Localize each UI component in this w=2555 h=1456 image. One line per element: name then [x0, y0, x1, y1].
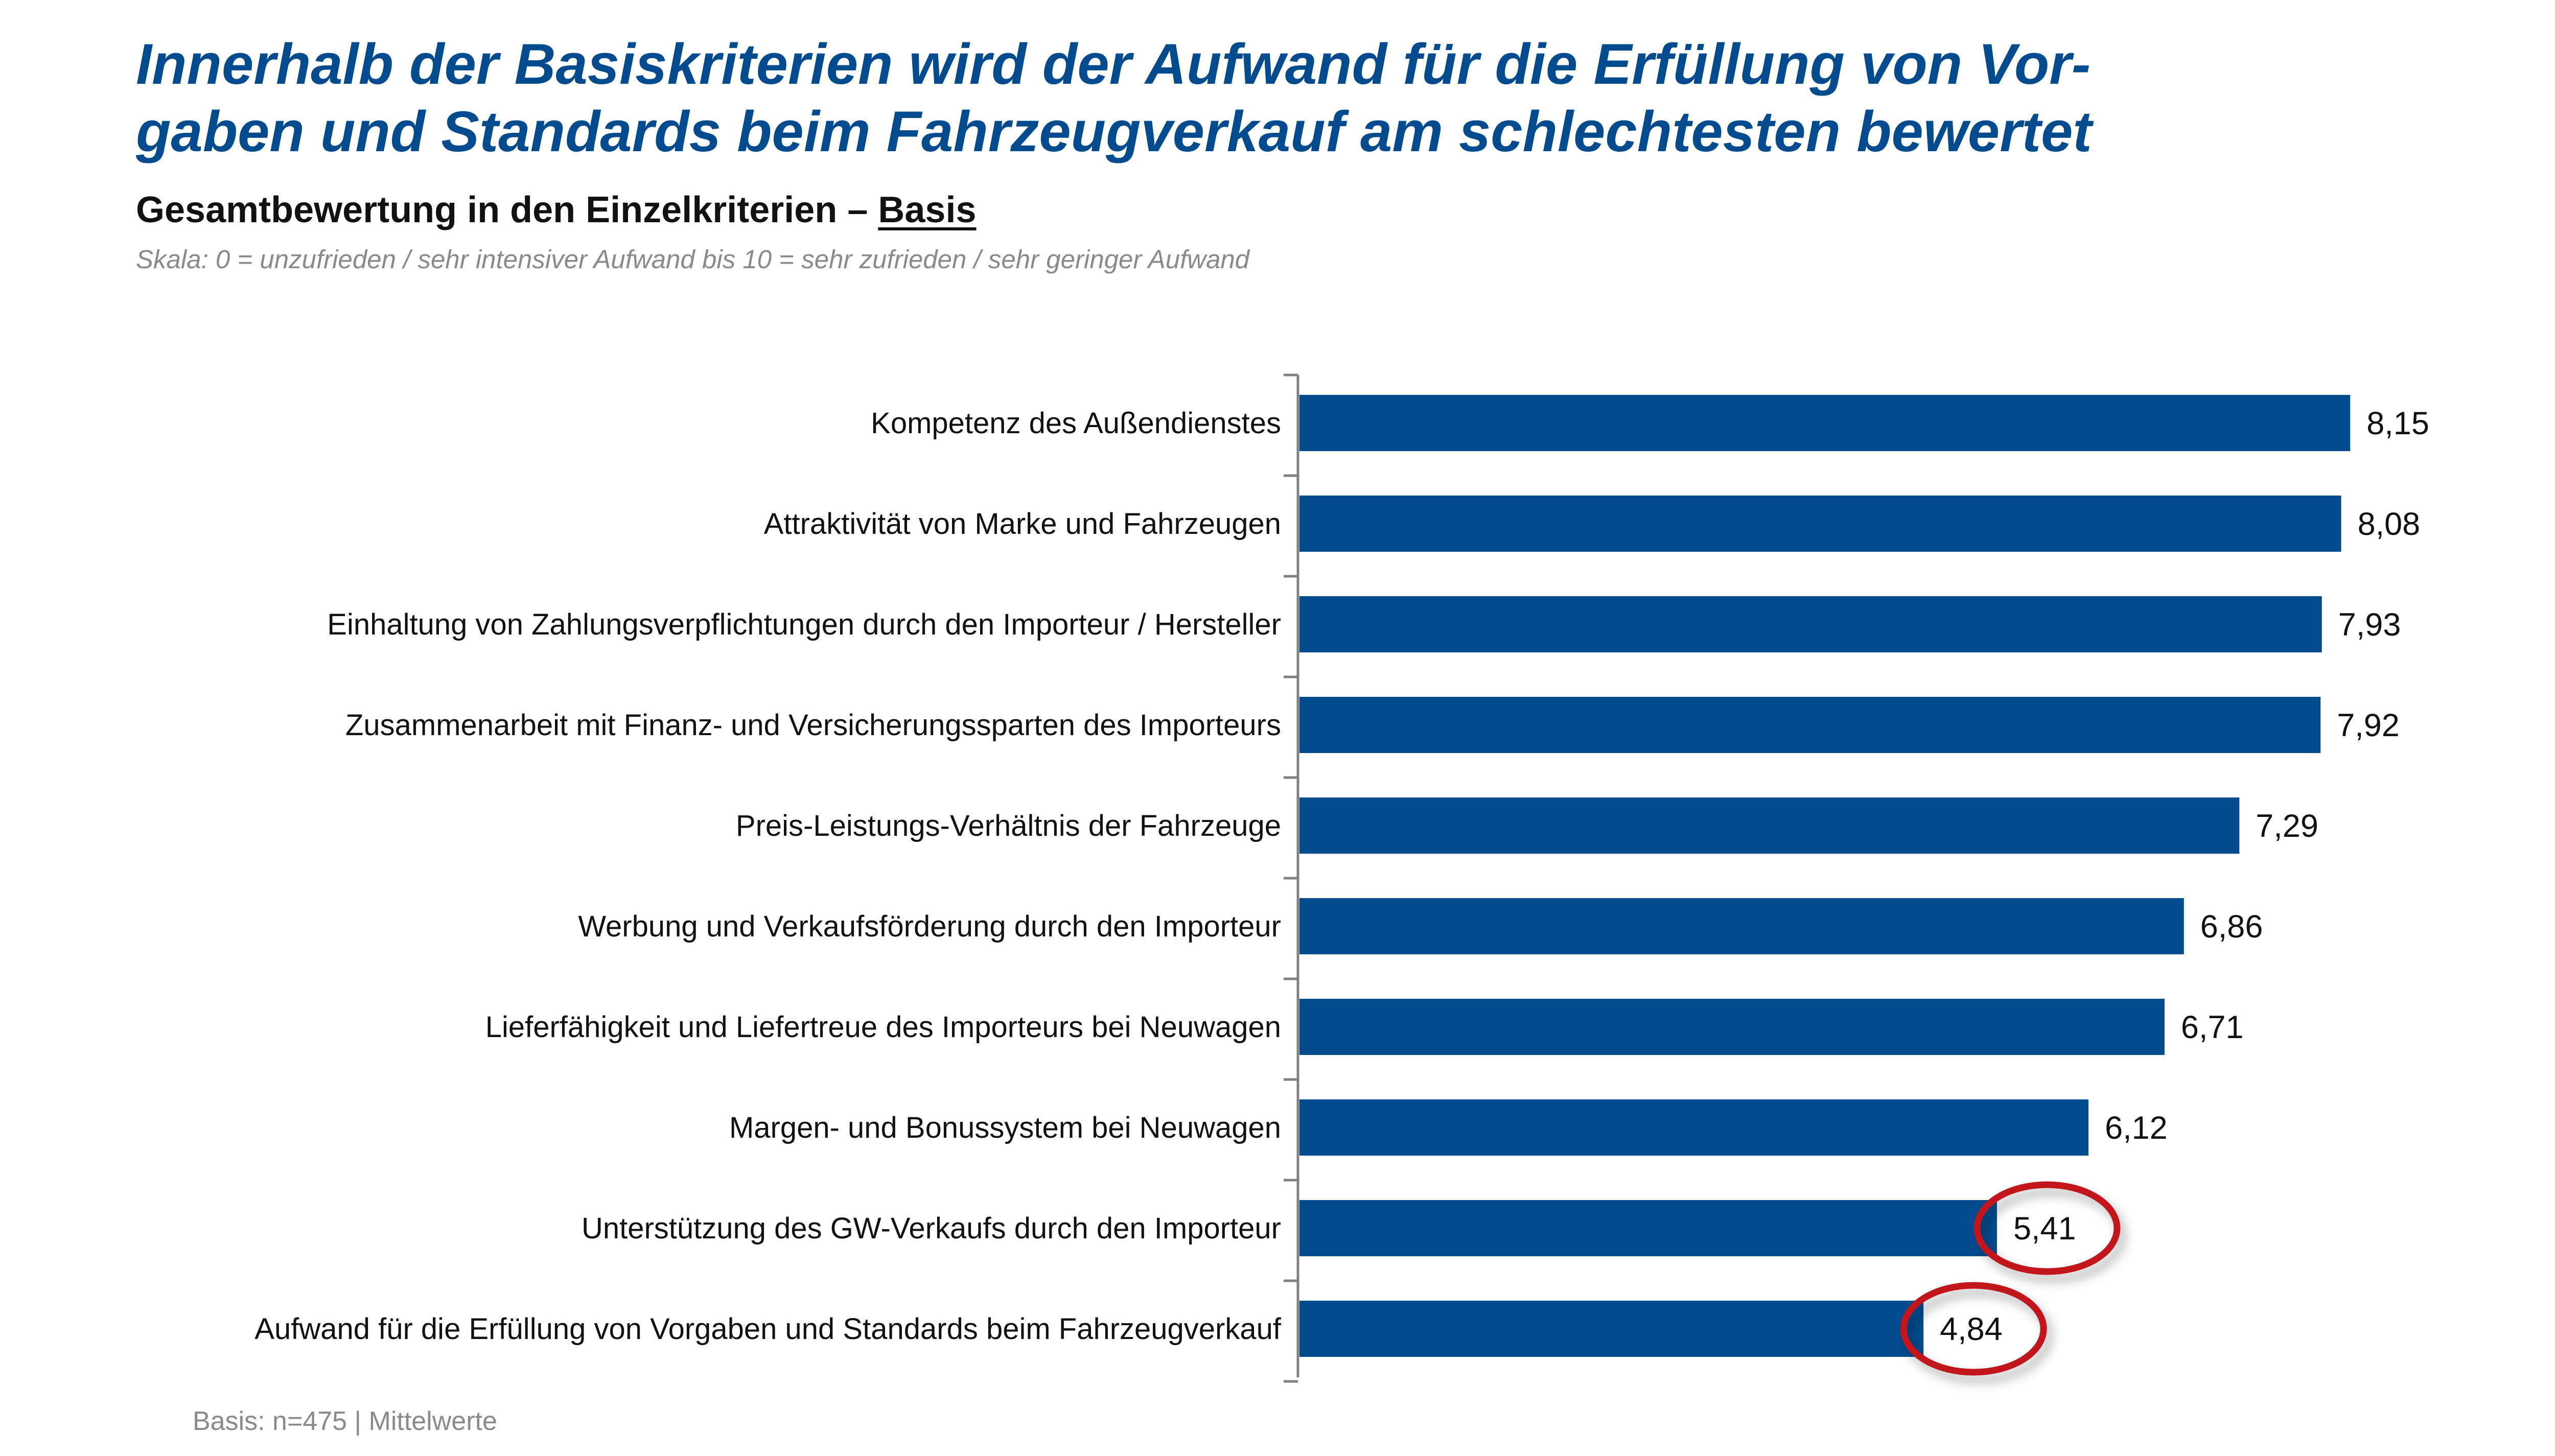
value-label: 6,12 [2105, 1110, 2168, 1146]
category-label: Zusammenarbeit mit Finanz- und Versicher… [345, 709, 1281, 742]
bar [1299, 697, 2321, 753]
subtitle-prefix: Gesamtbewertung in den Einzelkriterien – [136, 190, 878, 230]
category-label: Lieferfähigkeit und Liefertreue des Impo… [485, 1011, 1281, 1044]
bar [1299, 395, 2351, 451]
bar [1299, 797, 2240, 854]
bar [1299, 596, 2322, 652]
value-label: 7,93 [2338, 607, 2401, 643]
value-label: 5,41 [2013, 1211, 2076, 1247]
footer-note: Basis: n=475 | Mittelwerte [193, 1406, 497, 1436]
subtitle-emphasis: Basis [878, 190, 977, 230]
value-label: 8,15 [2366, 406, 2429, 441]
title-line-2: gaben und Standards beim Fahrzeugverkauf… [136, 100, 2092, 163]
bar [1299, 1200, 1997, 1256]
scale-note: Skala: 0 = unzufrieden / sehr intensiver… [136, 245, 1250, 274]
highlight-ellipse [1900, 1282, 2047, 1376]
category-label: Attraktivität von Marke und Fahrzeugen [764, 507, 1281, 541]
category-label: Unterstützung des GW-Verkaufs durch den … [582, 1212, 1281, 1245]
bar [1299, 1099, 2089, 1156]
category-label: Werbung und Verkaufsförderung durch den … [578, 910, 1281, 943]
bar [1299, 898, 2184, 954]
category-label: Aufwand für die Erfüllung von Vorgaben u… [254, 1312, 1282, 1346]
title-line-1: Innerhalb der Basiskriterien wird der Au… [136, 32, 2091, 96]
bar [1299, 999, 2165, 1055]
category-label: Margen- und Bonussystem bei Neuwagen [729, 1111, 1281, 1144]
category-label: Einhaltung von Zahlungsverpflichtungen d… [327, 608, 1281, 641]
category-label: Kompetenz des Außendienstes [871, 407, 1281, 440]
bar [1299, 1301, 1924, 1357]
value-label: 6,71 [2181, 1009, 2244, 1045]
value-label: 6,86 [2200, 909, 2263, 945]
page-title: Innerhalb der Basiskriterien wird der Au… [136, 31, 2092, 166]
chart-subtitle: Gesamtbewertung in den Einzelkriterien –… [136, 189, 977, 231]
category-label: Preis-Leistungs-Verhältnis der Fahrzeuge [736, 809, 1281, 842]
value-label: 8,08 [2358, 506, 2421, 542]
value-label: 7,29 [2256, 808, 2318, 844]
highlight-ellipse [1973, 1181, 2121, 1275]
value-label: 4,84 [1940, 1311, 2003, 1347]
bar [1299, 496, 2341, 552]
value-label: 7,92 [2337, 708, 2400, 743]
